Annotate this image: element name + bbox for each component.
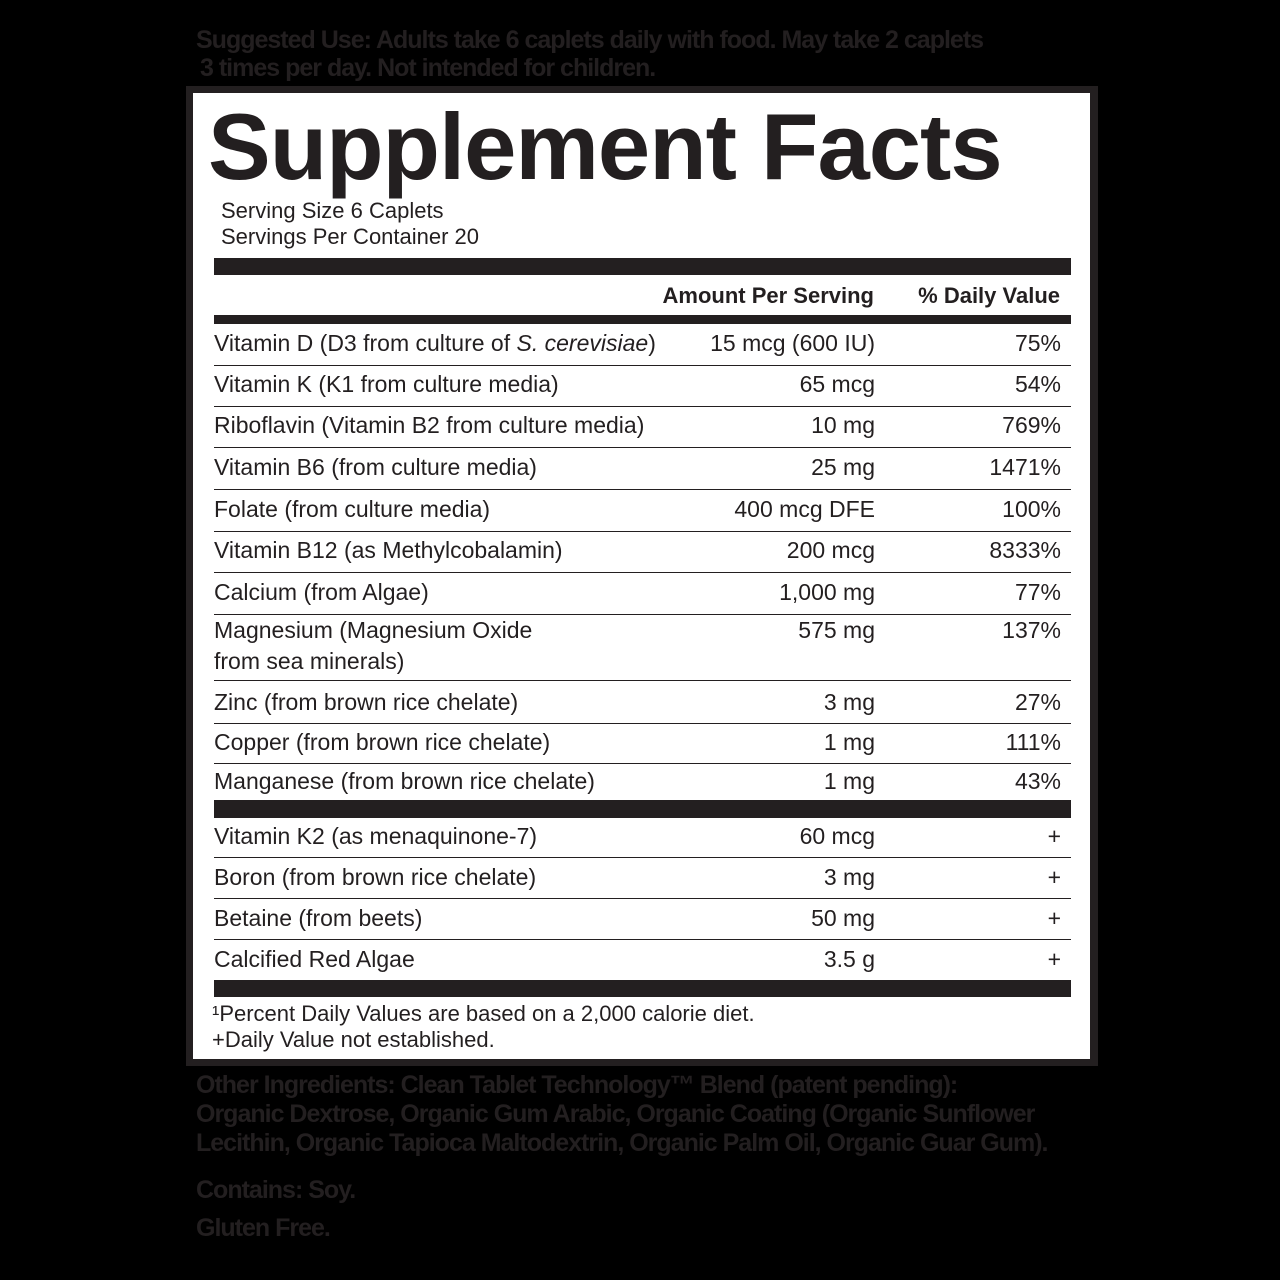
- nutrient-name-text: Folate (from culture media): [214, 496, 491, 522]
- footnote-daily-values: ¹Percent Daily Values are based on a 2,0…: [212, 1001, 755, 1026]
- nutrient-name: Vitamin B6 (from culture media): [214, 452, 537, 483]
- servings-per-container: Servings Per Container 20: [221, 224, 480, 249]
- nutrient-daily-value: +: [1047, 905, 1061, 931]
- nutrient-name: Vitamin B12 (as Methylcobalamin): [214, 535, 563, 566]
- nutrient-daily-value: 769%: [1002, 412, 1061, 438]
- nutrient-name-text: Vitamin K (K1 from culture media): [214, 371, 559, 397]
- nutrient-daily-value: +: [1047, 864, 1061, 890]
- nutrient-name-text: Magnesium (Magnesium Oxide: [214, 617, 533, 643]
- medium-divider: [214, 315, 1071, 324]
- nutrient-name-text: Calcium (from Algae): [214, 579, 429, 605]
- nutrient-amount: 200 mcg: [786, 537, 875, 563]
- nutrient-name: Zinc (from brown rice chelate): [214, 687, 518, 718]
- nutrient-amount: 3.5 g: [823, 946, 875, 972]
- nutrient-daily-value: 8333%: [989, 537, 1061, 563]
- nutrient-row: Vitamin K2 (as menaquinone-7) 60 mcg +: [214, 821, 1071, 858]
- nutrient-row: Magnesium (Magnesium Oxide from sea miner…: [214, 615, 1071, 681]
- nutrient-row: Betaine (from beets) 50 mg +: [214, 903, 1071, 940]
- nutrient-name-text: Vitamin B12 (as Methylcobalamin): [214, 537, 563, 563]
- suggested-use-line-1: Suggested Use: Adults take 6 caplets dai…: [196, 26, 984, 54]
- nutrient-name: Vitamin K (K1 from culture media): [214, 369, 559, 400]
- nutrient-name-end: ): [648, 330, 656, 356]
- nutrient-row: Copper (from brown rice chelate) 1 mg 111%: [214, 727, 1071, 764]
- nutrient-name: Folate (from culture media): [214, 494, 490, 525]
- serving-size: Serving Size 6 Caplets: [221, 198, 444, 223]
- nutrient-row: Vitamin B12 (as Methylcobalamin) 200 mcg 8…: [214, 535, 1071, 573]
- nutrient-name-text: Boron (from brown rice chelate): [214, 864, 537, 890]
- nutrient-daily-value: 111%: [1005, 729, 1061, 755]
- nutrient-name-text: Riboflavin (Vitamin B2 from culture medi…: [214, 412, 645, 438]
- nutrient-amount: 1,000 mg: [779, 579, 875, 605]
- daily-value-header: % Daily Value: [918, 283, 1060, 308]
- nutrient-daily-value: 77%: [1014, 579, 1061, 605]
- nutrient-name-text: Copper (from brown rice chelate): [214, 729, 551, 755]
- nutrient-amount: 65 mcg: [799, 371, 875, 397]
- nutrient-amount: 10 mg: [811, 412, 875, 438]
- nutrient-daily-value: 75%: [1014, 330, 1061, 356]
- nutrient-name-line-2: from sea minerals): [214, 648, 405, 674]
- nutrient-name-text: Zinc (from brown rice chelate): [214, 689, 519, 715]
- nutrient-name-text: Betaine (from beets): [214, 905, 423, 931]
- nutrient-daily-value: 43%: [1014, 768, 1061, 794]
- nutrient-amount: 400 mcg DFE: [734, 496, 875, 522]
- other-ingredients-line-3: Lecithin, Organic Tapioca Maltodextrin, …: [196, 1129, 1048, 1157]
- nutrient-row: Boron (from brown rice chelate) 3 mg +: [214, 862, 1071, 899]
- nutrient-name: Magnesium (Magnesium Oxide from sea miner…: [214, 615, 532, 677]
- nutrient-daily-value: 137%: [1002, 617, 1061, 643]
- gluten-free-statement: Gluten Free.: [196, 1214, 331, 1242]
- nutrient-amount: 15 mcg (600 IU): [710, 330, 875, 356]
- nutrient-name-text: Calcified Red Algae: [214, 946, 415, 972]
- nutrient-daily-value: +: [1047, 946, 1061, 972]
- nutrient-name-text: Vitamin D (D3 from culture of: [214, 330, 517, 356]
- nutrient-row: Vitamin B6 (from culture media) 25 mg 1471…: [214, 452, 1071, 490]
- nutrient-daily-value: 1471%: [989, 454, 1061, 480]
- amount-header: Amount Per Serving: [662, 283, 874, 308]
- nutrient-name: Boron (from brown rice chelate): [214, 862, 536, 893]
- panel-title: Supplement Facts: [208, 94, 1003, 199]
- nutrient-row: Riboflavin (Vitamin B2 from culture medi…: [214, 410, 1071, 448]
- nutrient-name: Manganese (from brown rice chelate): [214, 766, 595, 797]
- nutrient-name: Calcified Red Algae: [214, 944, 415, 975]
- nutrient-name: Vitamin D (D3 from culture of S. cerevis…: [214, 328, 656, 359]
- nutrient-name-text: Manganese (from brown rice chelate): [214, 768, 595, 794]
- nutrient-daily-value: 100%: [1002, 496, 1061, 522]
- nutrient-daily-value: 54%: [1014, 371, 1061, 397]
- nutrient-name: Betaine (from beets): [214, 903, 422, 934]
- thick-divider: [214, 258, 1071, 275]
- suggested-use-line-2: 3 times per day. Not intended for childr…: [200, 54, 656, 82]
- nutrient-amount: 3 mg: [823, 689, 875, 715]
- nutrient-amount: 50 mg: [811, 905, 875, 931]
- nutrient-row: Manganese (from brown rice chelate) 1 mg 4…: [214, 766, 1071, 798]
- nutrient-amount: 60 mcg: [799, 823, 875, 849]
- nutrient-name: Copper (from brown rice chelate): [214, 727, 550, 758]
- other-ingredients-line-1: Other Ingredients: Clean Tablet Technolo…: [196, 1071, 958, 1099]
- nutrient-name-italic: S. cerevisiae: [516, 330, 649, 356]
- nutrient-name: Riboflavin (Vitamin B2 from culture medi…: [214, 410, 644, 441]
- nutrient-row: Calcium (from Algae) 1,000 mg 77%: [214, 577, 1071, 615]
- nutrient-row: Folate (from culture media) 400 mcg DFE 10…: [214, 494, 1071, 532]
- nutrient-name: Calcium (from Algae): [214, 577, 429, 608]
- footnote-not-established: +Daily Value not established.: [212, 1027, 495, 1052]
- nutrient-amount: 3 mg: [823, 864, 875, 890]
- thick-divider: [214, 800, 1071, 818]
- nutrient-row: Vitamin D (D3 from culture of S. cerevis…: [214, 328, 1071, 366]
- nutrient-amount: 575 mg: [798, 617, 875, 643]
- nutrient-amount: 1 mg: [823, 729, 875, 755]
- nutrient-daily-value: 27%: [1014, 689, 1061, 715]
- nutrient-row: Calcified Red Algae 3.5 g +: [214, 944, 1071, 978]
- allergen-statement: Contains: Soy.: [196, 1176, 356, 1204]
- other-ingredients-line-2: Organic Dextrose, Organic Gum Arabic, Or…: [196, 1100, 1035, 1128]
- nutrient-row: Zinc (from brown rice chelate) 3 mg 27%: [214, 687, 1071, 724]
- thick-divider: [214, 980, 1071, 997]
- nutrient-name: Vitamin K2 (as menaquinone-7): [214, 821, 537, 852]
- nutrient-amount: 25 mg: [811, 454, 875, 480]
- nutrient-row: Vitamin K (K1 from culture media) 65 mcg 5…: [214, 369, 1071, 407]
- nutrient-name-text: Vitamin K2 (as menaquinone-7): [214, 823, 538, 849]
- nutrient-name-text: Vitamin B6 (from culture media): [214, 454, 537, 480]
- nutrient-daily-value: +: [1047, 823, 1061, 849]
- nutrient-amount: 1 mg: [823, 768, 875, 794]
